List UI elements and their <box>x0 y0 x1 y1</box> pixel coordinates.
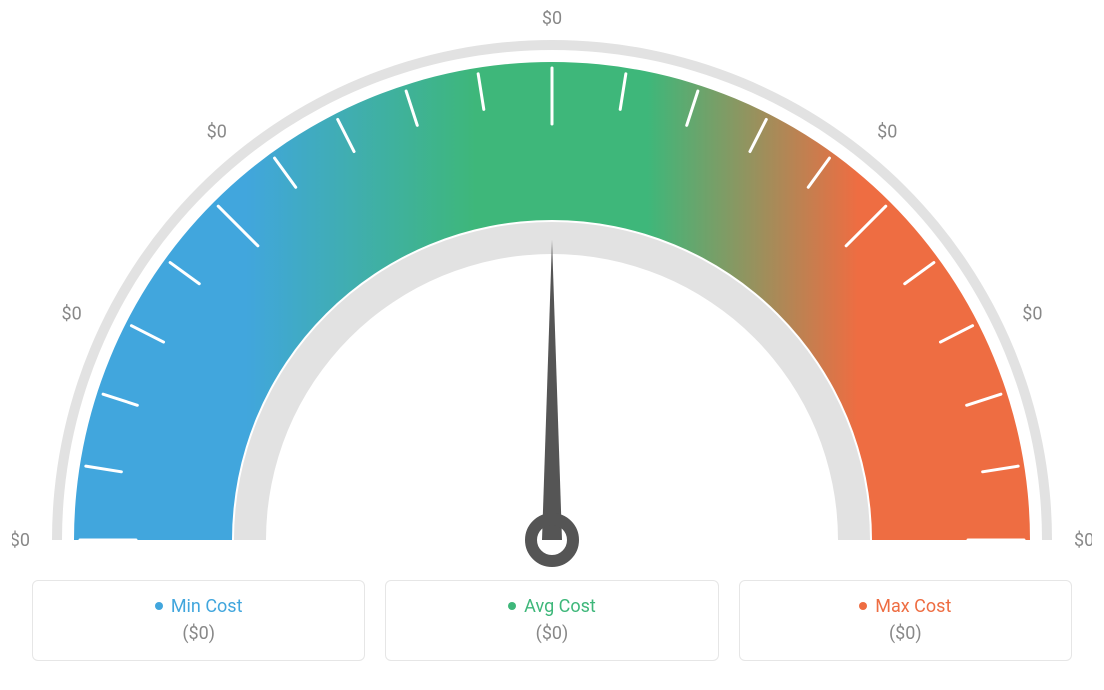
gauge-scale-label: $0 <box>1022 303 1042 324</box>
legend-dot-icon <box>508 602 516 610</box>
gauge-chart: $0 $0 $0 $0 $0 $0 $0 <box>12 10 1092 570</box>
gauge-scale-label: $0 <box>62 303 82 324</box>
legend-title: Max Cost <box>859 596 951 617</box>
legend-value: ($0) <box>396 623 707 644</box>
legend-title: Min Cost <box>155 596 243 617</box>
legend-card: Avg Cost ($0) <box>385 580 718 661</box>
legend-title-text: Max Cost <box>875 596 951 617</box>
gauge-scale-label: $0 <box>207 122 227 143</box>
legend-dot-icon <box>155 602 163 610</box>
legend-card: Min Cost ($0) <box>32 580 365 661</box>
legend-dot-icon <box>859 602 867 610</box>
gauge-scale-label: $0 <box>877 122 897 143</box>
legend-title-text: Avg Cost <box>524 596 596 617</box>
gauge-scale-label: $0 <box>542 10 562 29</box>
gauge-svg: $0 $0 $0 $0 $0 $0 $0 <box>12 10 1092 570</box>
legend-title: Avg Cost <box>508 596 596 617</box>
legend-title-text: Min Cost <box>171 596 243 617</box>
legend-row: Min Cost ($0) Avg Cost ($0) Max Cost ($0) <box>32 580 1072 661</box>
gauge-scale-label: $0 <box>1074 530 1092 551</box>
gauge-needle <box>542 240 562 540</box>
legend-value: ($0) <box>43 623 354 644</box>
legend-card: Max Cost ($0) <box>739 580 1072 661</box>
gauge-scale-label: $0 <box>12 530 30 551</box>
legend-value: ($0) <box>750 623 1061 644</box>
